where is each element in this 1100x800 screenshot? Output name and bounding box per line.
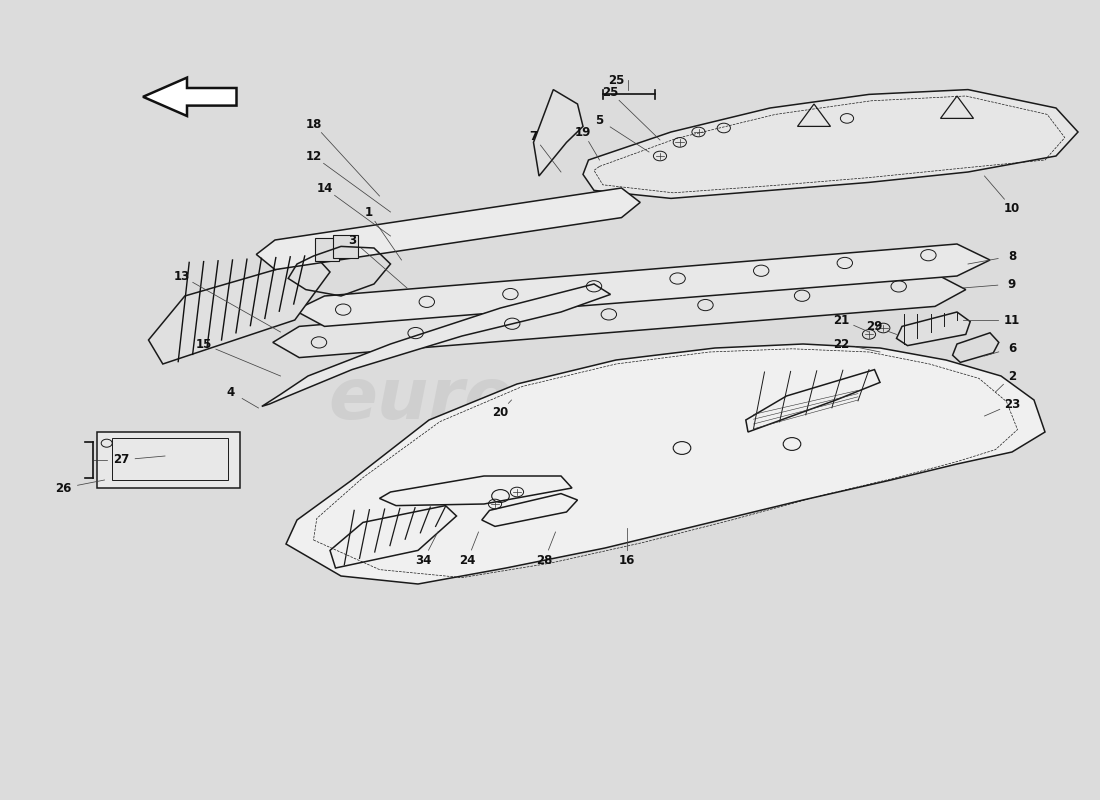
Text: 11: 11 xyxy=(1004,314,1020,326)
Text: 24: 24 xyxy=(460,554,475,566)
Text: 6: 6 xyxy=(1008,342,1016,354)
Text: 2: 2 xyxy=(1008,370,1016,382)
Polygon shape xyxy=(896,312,970,346)
Text: 25: 25 xyxy=(608,74,624,86)
Polygon shape xyxy=(148,258,330,364)
Polygon shape xyxy=(583,90,1078,198)
Polygon shape xyxy=(143,78,236,116)
Text: 9: 9 xyxy=(1008,278,1016,290)
Polygon shape xyxy=(97,432,240,488)
Polygon shape xyxy=(273,274,966,358)
Polygon shape xyxy=(534,90,583,176)
Text: 1: 1 xyxy=(364,206,373,218)
Polygon shape xyxy=(295,244,990,326)
Text: 16: 16 xyxy=(619,554,635,566)
Polygon shape xyxy=(256,188,640,270)
Text: 21: 21 xyxy=(834,314,849,326)
Text: 12: 12 xyxy=(306,150,321,162)
Text: 18: 18 xyxy=(306,118,321,130)
Text: 8: 8 xyxy=(1008,250,1016,262)
Text: 25: 25 xyxy=(603,86,618,98)
Text: eurosports: eurosports xyxy=(329,366,771,434)
Text: 3: 3 xyxy=(348,234,356,246)
Text: 23: 23 xyxy=(1004,398,1020,410)
Text: 4: 4 xyxy=(227,386,235,398)
Text: 14: 14 xyxy=(317,182,332,194)
Text: 26: 26 xyxy=(56,482,72,494)
Bar xyxy=(315,238,339,261)
Text: 28: 28 xyxy=(537,554,552,566)
Text: 10: 10 xyxy=(1004,202,1020,214)
Polygon shape xyxy=(286,344,1045,584)
Text: 13: 13 xyxy=(174,270,189,282)
Text: 20: 20 xyxy=(493,406,508,418)
Bar xyxy=(112,438,228,480)
Polygon shape xyxy=(262,284,610,406)
Text: 15: 15 xyxy=(196,338,211,350)
Text: 29: 29 xyxy=(867,320,882,333)
Text: 22: 22 xyxy=(834,338,849,350)
Text: 19: 19 xyxy=(575,126,591,138)
Text: 34: 34 xyxy=(416,554,431,566)
Bar xyxy=(333,235,358,258)
Text: 27: 27 xyxy=(113,454,129,466)
Text: 7: 7 xyxy=(529,130,538,142)
Text: 5: 5 xyxy=(595,114,604,126)
